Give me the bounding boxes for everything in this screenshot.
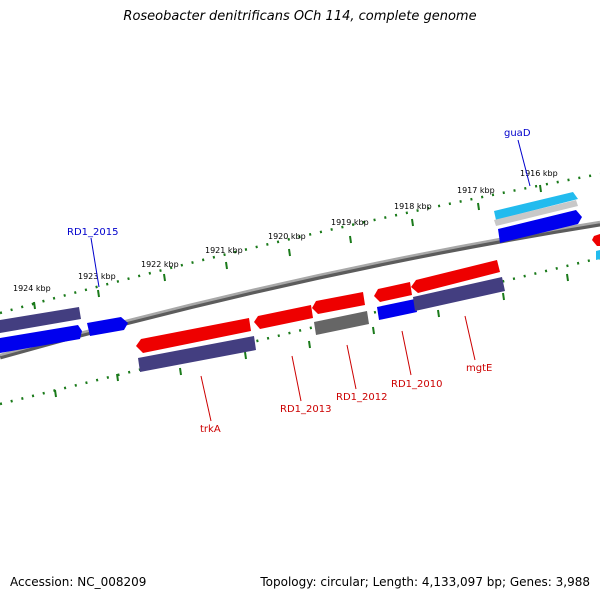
gene-feature-mgte[interactable] [413,277,505,311]
gene-label-rd1-2012[interactable]: RD1_2012 [336,392,387,403]
kbp-label-1918: 1918 kbp [394,202,432,211]
gene-label-mgte[interactable]: mgtE [466,363,492,374]
genome-title: Roseobacter denitrificans OCh 114, compl… [123,9,477,24]
tick-1918 [411,218,414,227]
gene-feature-mgte-red[interactable] [411,260,500,293]
tick-inner-5 [308,340,311,349]
leader-rd1-2010 [401,330,412,376]
label-leaders [90,139,531,422]
tick-inner-8 [502,292,505,301]
kbp-label-1924: 1924 kbp [13,284,51,293]
tick-1923 [97,289,100,298]
tick-inner-4 [244,351,247,360]
leader-trka [200,375,212,422]
gene-feature-cyan-edge[interactable] [596,250,600,260]
kbp-label-1922: 1922 kbp [141,260,179,269]
kbp-label-1916: 1916 kbp [520,169,558,178]
tick-inner-9 [566,273,569,282]
tick-inner-1 [54,389,57,398]
tick-inner-6 [372,326,375,335]
leader-guad [517,139,531,187]
inner-ruler-dots [0,256,600,406]
gene-label-rd1-2010[interactable]: RD1_2010 [391,379,442,390]
ruler-ticks [33,184,569,398]
tick-1922 [163,273,166,282]
gene-feature-rd1-2012-red[interactable] [312,292,365,314]
gene-feature-slate-left[interactable] [0,307,81,333]
gene-feature-rd1-2013[interactable] [254,305,313,329]
kbp-label-1919: 1919 kbp [331,218,369,227]
gene-feature-rd1-2012[interactable] [314,311,369,335]
outer-ruler-dots [0,172,600,315]
tick-1920 [288,248,291,257]
kbp-label-1917: 1917 kbp [457,186,495,195]
tick-1919 [349,235,352,244]
gene-feature-blue-left[interactable] [0,325,82,353]
gene-feature-red-edge[interactable] [592,234,600,246]
gene-feature-guad-grey[interactable] [494,200,578,226]
tick-inner-7 [437,309,440,318]
tick-1917 [477,202,480,211]
leader-rd1-2013 [291,355,302,402]
gene-feature-trka[interactable] [136,318,251,353]
gene-feature-blue-right[interactable] [498,210,582,243]
kbp-label-1921: 1921 kbp [205,246,243,255]
tick-inner-2 [116,373,119,382]
accession-text: Accession: NC_008209 [10,575,147,589]
tick-1924 [33,301,36,310]
tick-1916 [539,184,542,193]
leader-mgte [464,315,476,361]
gene-label-rd1-2015[interactable]: RD1_2015 [67,227,118,238]
gene-feature-rd1-2010[interactable] [377,299,417,320]
leader-rd1-2012 [346,344,357,390]
gene-label-trka[interactable]: trkA [200,424,221,435]
genome-summary-text: Topology: circular; Length: 4,133,097 bp… [260,575,590,589]
gene-feature-red-small[interactable] [374,282,412,302]
gene-label-guad[interactable]: guaD [504,128,531,139]
gene-feature-slate-trka[interactable] [138,336,256,372]
kbp-label-1920: 1920 kbp [268,232,306,241]
gene-feature-rd1-2015[interactable] [87,317,128,336]
leader-rd1-2015 [90,237,100,288]
tick-1921 [225,261,228,270]
genome-backbone-shadow [0,221,600,360]
gene-label-rd1-2013[interactable]: RD1_2013 [280,404,331,415]
gene-feature-guad[interactable] [494,192,578,220]
tick-inner-3 [179,367,182,376]
